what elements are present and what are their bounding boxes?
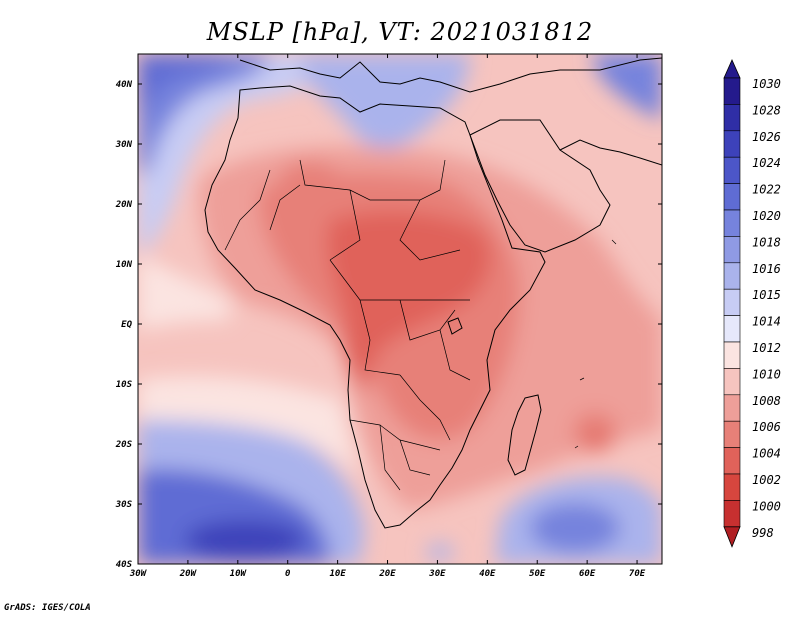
colorbar-label: 998 xyxy=(752,526,774,540)
colorbar-swatch xyxy=(723,209,741,237)
plot-frame xyxy=(137,53,663,565)
x-tick-label: 30W xyxy=(129,569,148,579)
credit-text: GrADS: IGES/COLA xyxy=(4,603,91,613)
borders-central xyxy=(329,259,471,441)
colorbar-label: 1018 xyxy=(752,235,781,249)
colorbar-label: 1000 xyxy=(752,499,781,513)
y-tick-label: 20S xyxy=(115,440,133,450)
borders-south xyxy=(349,419,441,491)
colorbar-label: 1004 xyxy=(752,447,781,461)
colorbar-swatch xyxy=(723,130,741,158)
mediterranean-high xyxy=(300,54,470,150)
colorbar-label: 1014 xyxy=(752,315,781,329)
y-tick-label: EQ xyxy=(121,320,132,330)
colorbar-swatch xyxy=(723,368,741,396)
arabian-peninsula xyxy=(469,119,611,253)
colorbar-label: 1008 xyxy=(752,394,781,408)
y-tick-label: 30N xyxy=(115,140,133,150)
madagascar-low xyxy=(573,412,617,452)
colorbar-label: 1020 xyxy=(752,209,781,223)
borders-north xyxy=(224,159,461,261)
colorbar-swatch xyxy=(723,288,741,316)
colorbar-label: 1028 xyxy=(752,103,781,117)
southern-band xyxy=(138,376,360,480)
colorbar-label: 1022 xyxy=(752,183,781,197)
colorbar-bottom-arrow xyxy=(723,526,741,548)
colorbar-swatch xyxy=(723,341,741,369)
colorbar-swatch xyxy=(723,447,741,475)
colorbar-swatch xyxy=(723,262,741,290)
europe-coast xyxy=(239,57,662,93)
y-tick-label: 40S xyxy=(116,560,133,570)
colorbar-label: 1016 xyxy=(752,262,781,276)
colorbar-label: 1030 xyxy=(752,77,781,91)
y-tick-label: 10S xyxy=(116,380,133,390)
south-atlantic-high-center xyxy=(185,520,305,560)
coastlines xyxy=(204,57,662,529)
south-indian-high-center xyxy=(530,503,620,553)
x-tick-label: 20W xyxy=(179,569,198,579)
azores-high xyxy=(138,54,331,255)
y-tick-label: 10N xyxy=(116,260,133,270)
colorbar-swatch xyxy=(723,183,741,211)
colorbar-label: 1012 xyxy=(752,341,781,355)
x-tick-label: 40E xyxy=(479,569,496,579)
colorbar-swatch xyxy=(723,394,741,422)
azores-high-core xyxy=(138,54,270,175)
x-tick-label: 30E xyxy=(428,569,446,579)
colorbar-swatch xyxy=(723,473,741,501)
colorbar-label: 1002 xyxy=(752,473,781,487)
x-tick-label: 70E xyxy=(629,569,646,579)
x-tick-label: 10W xyxy=(230,569,248,579)
x-tick-label: 0 xyxy=(285,569,291,579)
small-high xyxy=(426,544,454,560)
colorbar-top-arrow xyxy=(723,59,741,79)
colorbar-label: 1006 xyxy=(752,420,781,434)
colorbar-label: 1026 xyxy=(752,130,781,144)
colorbar-swatch xyxy=(723,104,741,132)
map-title: MSLP [hPa], VT: 2021031812 xyxy=(206,18,594,46)
x-axis: 30W 20W 10W 0 10E 20E 30E 40E 50E 60E 70E xyxy=(129,54,646,579)
madagascar xyxy=(507,394,542,476)
y-tick-label: 30S xyxy=(115,500,133,510)
x-tick-label: 20E xyxy=(378,569,396,579)
pressure-field xyxy=(138,54,662,564)
colorbar-label: 1015 xyxy=(752,288,781,302)
colorbar-label: 1024 xyxy=(752,156,781,170)
y-axis: 40N 30N 20N 10N EQ 10S 20S 30S 40S xyxy=(115,80,662,570)
colorbar-swatch xyxy=(723,315,741,343)
azores-high-center xyxy=(138,54,230,120)
colorbar-swatch xyxy=(723,77,741,105)
colorbar-swatch xyxy=(723,156,741,184)
east-coast-islands xyxy=(574,239,617,449)
colorbar-swatch xyxy=(723,420,741,448)
east-high xyxy=(590,54,662,120)
x-tick-label: 10E xyxy=(329,569,346,579)
x-tick-label: 50E xyxy=(529,569,546,579)
colorbar: 1030 1028 1026 1024 1022 1020 1018 1016 1015 1014… xyxy=(723,59,781,548)
sahara-heat-low xyxy=(280,162,340,198)
y-tick-label: 20N xyxy=(115,200,133,210)
persia-coast xyxy=(559,139,662,166)
y-tick-label: 40N xyxy=(116,80,133,90)
madagascar-low-core xyxy=(588,433,604,447)
colorbar-swatch xyxy=(723,236,741,264)
africa-coastline xyxy=(204,85,546,529)
lake-victoria xyxy=(447,317,463,335)
x-tick-label: 60E xyxy=(579,569,596,579)
ridge-band xyxy=(138,255,230,330)
colorbar-swatch xyxy=(723,500,741,528)
colorbar-label: 1010 xyxy=(752,367,781,381)
